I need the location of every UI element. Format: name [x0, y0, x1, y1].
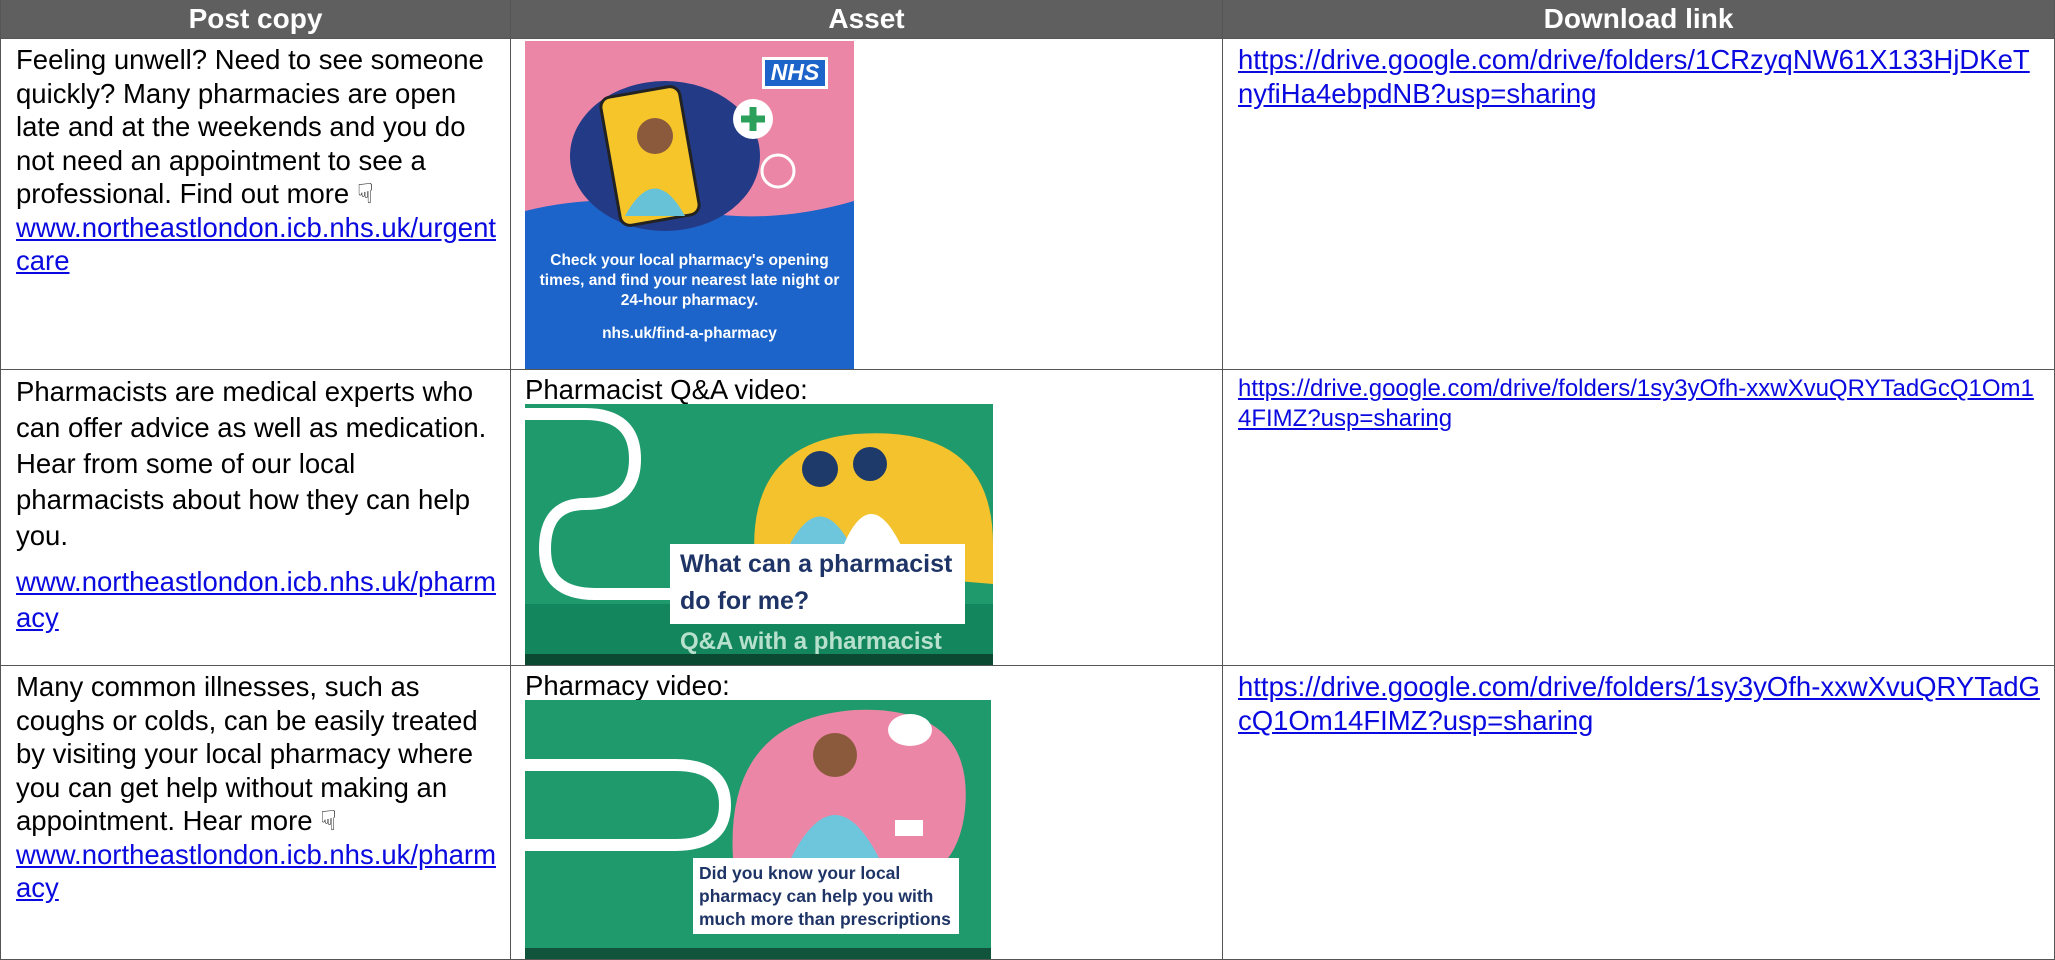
row-asset: Pharmacy video: Did you know your local … [511, 666, 1223, 960]
asset-video: Did you know your local pharmacy can hel… [525, 700, 991, 959]
asset-text: What can a pharmacist do for me? [680, 550, 953, 615]
row-asset: Pharmacist Q&A video: What can a pharmac… [511, 370, 1223, 666]
post-copy: Feeling unwell? Need to see someone quic… [16, 44, 484, 209]
row-download: https://drive.google.com/drive/folders/1… [1223, 370, 2055, 666]
row-post-copy: Feeling unwell? Need to see someone quic… [0, 39, 511, 370]
asset-subtitle: Q&A with a pharmacist [680, 628, 942, 655]
row-post-copy: Pharmacists are medical experts who can … [0, 370, 511, 666]
asset-url: nhs.uk/find-a-pharmacy [602, 325, 777, 342]
post-link[interactable]: www.northeastlondon.icb.nhs.uk/pharmacy [16, 838, 496, 904]
asset-label: Pharmacist Q&A video: [525, 374, 808, 405]
asset-text: Did you know your local pharmacy can hel… [699, 863, 951, 929]
download-link[interactable]: https://drive.google.com/drive/folders/1… [1238, 375, 2034, 432]
asset-text: Check your local pharmacy's opening time… [539, 252, 840, 309]
row-download: https://drive.google.com/drive/folders/1… [1223, 39, 2055, 370]
header-asset: Asset [511, 0, 1223, 39]
post-copy: Many common illnesses, such as coughs or… [16, 671, 478, 836]
asset-video: What can a pharmacist do for me? Q&A wit… [525, 404, 993, 665]
row-download: https://drive.google.com/drive/folders/1… [1223, 666, 2055, 960]
row-post-copy: Many common illnesses, such as coughs or… [0, 666, 511, 960]
download-link[interactable]: https://drive.google.com/drive/folders/1… [1238, 44, 2030, 109]
illustration [525, 41, 854, 369]
header-post-copy: Post copy [0, 0, 511, 39]
post-link[interactable]: www.northeastlondon.icb.nhs.uk/pharmacy [16, 566, 496, 633]
post-link[interactable]: www.northeastlondon.icb.nhs.uk/urgentcar… [16, 211, 497, 277]
download-link[interactable]: https://drive.google.com/drive/folders/1… [1238, 671, 2040, 736]
row-asset: NHS Check your local pharmacy's opening … [511, 39, 1223, 370]
post-copy: Pharmacists are medical experts who can … [16, 376, 487, 551]
nhs-logo: NHS [770, 59, 820, 85]
header-download: Download link [1223, 0, 2055, 39]
asset-label: Pharmacy video: [525, 670, 730, 701]
illustration [525, 404, 993, 665]
asset-image: NHS Check your local pharmacy's opening … [525, 41, 854, 369]
